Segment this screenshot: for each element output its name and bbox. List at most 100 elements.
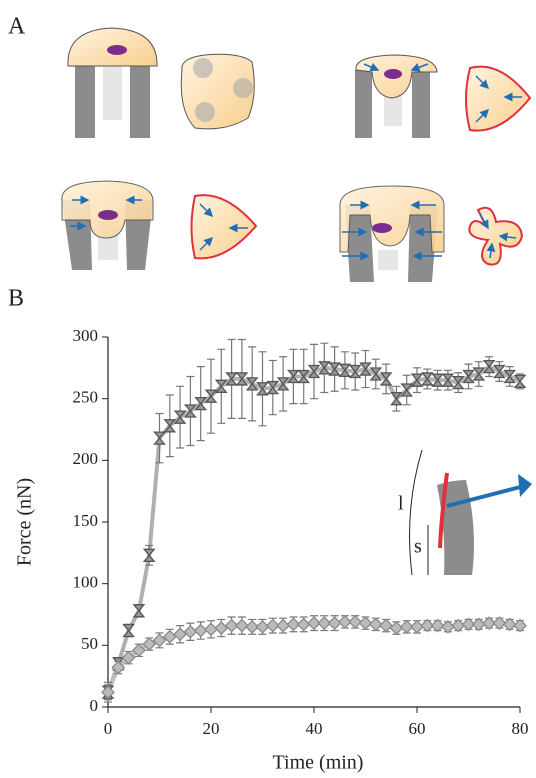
data-point [389,621,404,635]
data-point [194,396,208,411]
data-point [390,392,403,406]
data-point [462,369,475,384]
data-point [482,616,497,631]
data-point [111,660,126,675]
data-point [276,377,290,391]
y-tick-label: 150 [73,511,99,530]
data-point [297,369,311,384]
data-point [307,364,321,379]
data-point [461,617,476,632]
data-point [451,618,466,633]
data-point [420,618,435,633]
data-point [369,367,383,381]
annotation: l [398,493,404,515]
data-point [265,618,280,633]
x-axis-label: Time (min) [273,752,364,774]
x-tick-label: 60 [409,719,426,738]
data-point [204,622,218,637]
data-point [225,372,238,386]
data-point [379,372,393,386]
y-tick-label: 300 [73,326,99,345]
y-tick-label: 0 [90,696,99,715]
x-tick-label: 40 [306,719,323,738]
data-point [193,623,208,638]
data-point [492,616,507,631]
data-point [266,380,280,395]
data-point [173,627,188,642]
inset: l s [398,449,532,576]
data-point [368,617,383,632]
data-point [503,369,517,384]
data-point [245,619,260,634]
data-point [142,548,156,562]
y-tick-label: 250 [73,388,99,407]
data-point [348,614,363,629]
data-point [173,410,187,424]
data-point [184,404,197,418]
data-point [327,616,342,631]
data-point [317,361,331,375]
data-point [471,617,486,632]
data-point [214,621,229,635]
data-point [153,431,166,445]
data-point [256,382,269,396]
data-point [204,389,218,403]
y-axis-label: Force (nN) [14,478,36,566]
data-point [358,616,373,631]
data-point [235,372,249,386]
data-point [131,643,146,658]
data-point [255,619,270,634]
data-point [431,373,444,387]
data-point [307,616,321,631]
data-point [163,419,177,433]
y-tick-label: 100 [73,573,99,592]
data-point [493,364,506,379]
data-point [400,383,414,397]
data-point [430,618,445,633]
data-point [513,374,527,389]
y-tick-label: 50 [81,634,98,653]
data-point [245,377,259,391]
data-point [183,624,198,639]
data-point [359,362,372,376]
data-point [482,359,496,374]
data-point [101,685,115,700]
data-point [122,623,135,638]
data-point [234,618,249,633]
diagram-bottom-right [339,185,524,282]
x-tick-label: 20 [203,719,220,738]
data-point [451,375,465,390]
diagram-bottom-left [61,180,258,270]
data-point [420,372,434,386]
data-point [513,618,527,633]
data-point [348,364,362,379]
data-point [121,650,136,665]
y-tick-label: 200 [73,449,99,468]
data-point [410,373,424,387]
data-point [152,633,167,648]
data-point [410,619,424,634]
data-point [132,604,146,618]
diagram-top-left [67,27,255,138]
data-point [214,379,228,393]
data-point [286,617,301,632]
data-point [224,618,239,633]
x-tick-label: 0 [104,719,113,738]
panel-label: A [8,14,26,40]
data-point [399,619,414,634]
data-point [276,618,291,633]
data-point [472,367,486,381]
data-point [296,617,311,632]
data-point [502,617,517,632]
data-point [142,637,157,652]
data-point [338,363,352,377]
data-point [328,362,341,376]
data-point [441,373,455,387]
diagram-top-right [355,54,532,138]
data-point [337,614,352,629]
data-point [317,616,332,631]
data-point [440,619,455,634]
data-point [379,618,394,633]
